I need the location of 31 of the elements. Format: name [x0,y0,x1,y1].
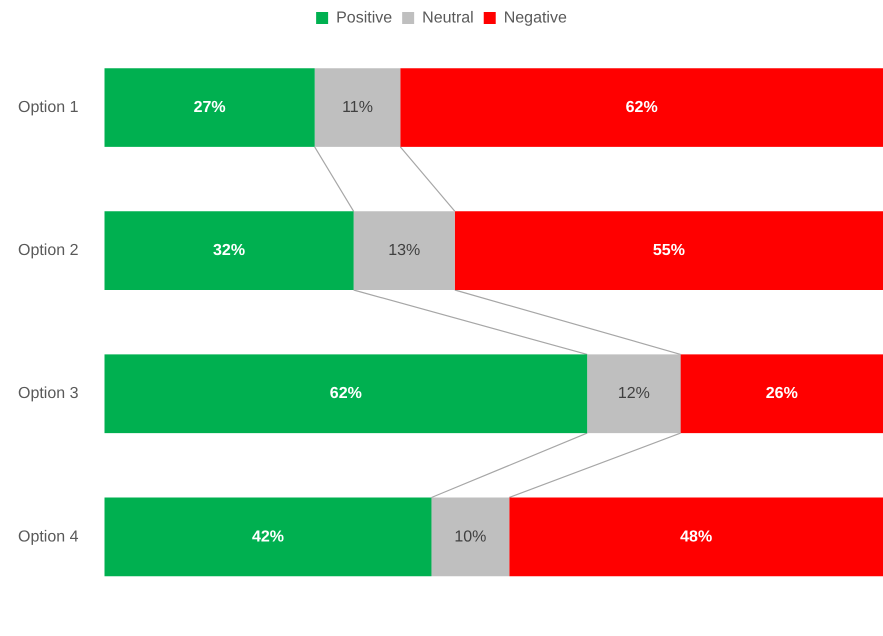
bar [104,211,354,290]
bar [104,354,588,434]
data-label: 55% [652,242,685,260]
y-tick-label: Option 1 [18,98,79,116]
bar [680,354,883,434]
data-label: 62% [626,98,658,116]
legend-label: Positive [336,9,392,26]
data-label: 26% [766,385,798,402]
data-label: 48% [680,528,712,546]
data-label: 32% [213,242,246,260]
bar [509,498,883,576]
data-label: 62% [330,385,362,402]
data-label: 42% [252,528,284,546]
bar [454,211,883,290]
y-tick-label: Option 2 [18,242,79,260]
bar [104,498,432,576]
bar [104,68,315,147]
bar [354,211,455,290]
legend-label: Neutral [422,9,474,26]
data-label: 27% [194,98,226,116]
bar [400,68,883,147]
bar [587,354,681,434]
data-label: 13% [388,242,420,260]
bar [431,498,510,576]
data-label: 12% [618,385,650,402]
data-label: 11% [342,98,373,116]
bar [314,68,400,147]
data-label: 10% [454,528,486,546]
legend-label: Negative [504,9,567,26]
y-tick-label: Option 4 [18,528,79,546]
y-tick-label: Option 3 [18,385,79,402]
